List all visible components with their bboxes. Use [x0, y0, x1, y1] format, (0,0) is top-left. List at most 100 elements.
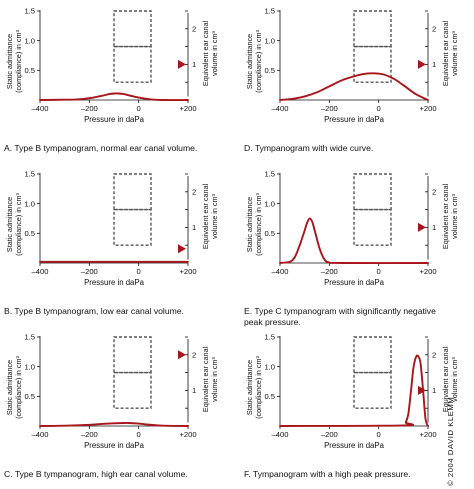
normal-region-lower-box — [353, 208, 392, 246]
x-tick-label: –200 — [321, 267, 338, 276]
y2-axis-label: Equivalent ear canalvolume in cm³ — [201, 347, 219, 413]
normal-region-lower-box — [353, 45, 392, 83]
ear-canal-volume-marker — [418, 59, 426, 69]
normal-region-lower-box — [113, 371, 152, 409]
panel-caption: E. Type C tympanogram with significantly… — [244, 306, 436, 327]
ear-canal-volume-marker — [178, 350, 186, 360]
tympanogram-panel: 0.5 1.0 1.5 –400 –200 0 +200 Pressure in daPa St… — [5, 7, 219, 124]
y-tick-label: 1.0 — [264, 362, 275, 371]
y-tick-label: 1.0 — [264, 36, 275, 45]
y2-tick-label: 2 — [192, 24, 196, 33]
ear-canal-volume-marker — [178, 59, 186, 69]
x-tick-label: –200 — [81, 104, 98, 113]
y2-tick-label: 2 — [192, 187, 196, 196]
tympanogram-panel: 0.5 1.0 1.5 –400 –200 0 +200 Pressure in daPa St… — [245, 7, 459, 124]
y-tick-label: 0.5 — [24, 392, 35, 401]
x-tick-label: +200 — [179, 430, 196, 439]
panel-caption: C. Type B tympanogram, high ear canal vo… — [4, 469, 188, 479]
y2-axis-label: Equivalent ear canalvolume in cm³ — [201, 184, 219, 250]
tympanogram-curve — [279, 354, 429, 427]
x-axis-label: Pressure in daPa — [324, 115, 384, 124]
y-axis-label: Static admittance(compliance) in cm³ — [5, 193, 23, 256]
normal-region-upper-box — [113, 173, 152, 211]
x-tick-label: +200 — [179, 104, 196, 113]
y-tick-label: 0.5 — [264, 392, 275, 401]
x-tick-label: –400 — [272, 104, 289, 113]
y-tick-label: 0.5 — [24, 66, 35, 75]
y-tick-label: 1.5 — [24, 170, 35, 179]
y2-tick-label: 2 — [432, 24, 436, 33]
normal-region-upper-box — [113, 336, 152, 374]
normal-region-upper-box — [353, 336, 392, 374]
tympanogram-panel: 0.5 1.0 1.5 –400 –200 0 +200 Pressure in daPa St… — [245, 333, 459, 450]
normal-region-upper-box — [113, 10, 152, 48]
x-tick-label: +200 — [179, 267, 196, 276]
x-tick-label: 0 — [377, 104, 381, 113]
y-axis-label: Static admittance(compliance) in cm³ — [245, 193, 263, 256]
x-tick-label: +200 — [419, 430, 436, 439]
x-tick-label: –400 — [272, 267, 289, 276]
y-tick-label: 1.0 — [24, 36, 35, 45]
y2-axis-label: Equivalent ear canalvolume in cm³ — [441, 184, 459, 250]
tympanogram-panel: 0.5 1.0 1.5 –400 –200 0 +200 Pressure in daPa St… — [245, 170, 459, 287]
y2-axis-label: Equivalent ear canalvolume in cm³ — [441, 21, 459, 87]
x-axis-label: Pressure in daPa — [324, 441, 384, 450]
y-tick-label: 1.5 — [264, 170, 275, 179]
x-tick-label: –400 — [272, 430, 289, 439]
normal-region-lower-box — [113, 45, 152, 83]
x-axis-label: Pressure in daPa — [84, 441, 144, 450]
y2-tick-label: 1 — [192, 386, 196, 395]
y2-axis-label: Equivalent ear canalvolume in cm³ — [441, 347, 459, 413]
x-tick-label: –200 — [321, 104, 338, 113]
y2-tick-label: 1 — [192, 60, 196, 69]
normal-region-lower-box — [113, 208, 152, 246]
normal-region-lower-box — [353, 371, 392, 409]
x-tick-label: –400 — [32, 430, 49, 439]
ear-canal-volume-marker — [418, 385, 426, 395]
y-tick-label: 1.5 — [264, 333, 275, 342]
panel-caption: F. Tympanogram with a high peak pressure… — [244, 469, 411, 479]
x-tick-label: 0 — [377, 267, 381, 276]
y2-tick-label: 2 — [432, 187, 436, 196]
x-axis-label: Pressure in daPa — [324, 278, 384, 287]
y-tick-label: 0.5 — [24, 229, 35, 238]
y2-tick-label: 1 — [192, 223, 196, 232]
normal-region-upper-box — [353, 173, 392, 211]
x-tick-label: –200 — [321, 430, 338, 439]
tympanogram-panel: 0.5 1.0 1.5 –400 –200 0 +200 Pressure in daPa St… — [5, 170, 219, 287]
y-tick-label: 1.0 — [24, 199, 35, 208]
y-tick-label: 0.5 — [264, 229, 275, 238]
copyright-notice: © 2004 DAVID KLEMM — [446, 396, 455, 486]
y2-tick-label: 1 — [432, 60, 436, 69]
ear-canal-volume-marker — [178, 244, 186, 254]
y-tick-label: 1.0 — [24, 362, 35, 371]
y-tick-label: 1.0 — [264, 199, 275, 208]
y-axis-label: Static admittance(compliance) in cm³ — [245, 356, 263, 419]
panel-caption: B. Type B tympanogram, low ear canal vol… — [4, 306, 184, 316]
normal-region-upper-box — [353, 10, 392, 48]
x-tick-label: 0 — [137, 104, 141, 113]
y2-tick-label: 2 — [192, 350, 196, 359]
x-tick-label: +200 — [419, 267, 436, 276]
x-tick-label: –400 — [32, 104, 49, 113]
x-tick-label: 0 — [377, 430, 381, 439]
x-tick-label: –200 — [81, 267, 98, 276]
x-tick-label: 0 — [137, 430, 141, 439]
y2-tick-label: 2 — [432, 350, 436, 359]
y-axis-label: Static admittance(compliance) in cm³ — [5, 356, 23, 419]
tympanogram-panel: 0.5 1.0 1.5 –400 –200 0 +200 Pressure in daPa St… — [5, 333, 219, 450]
y2-tick-label: 1 — [432, 386, 436, 395]
y-tick-label: 1.5 — [264, 7, 275, 16]
tympanogram-curve — [279, 72, 429, 101]
panel-caption: A. Type B tympanogram, normal ear canal … — [4, 143, 198, 153]
tympanogram-curve — [279, 217, 429, 264]
y-tick-label: 0.5 — [264, 66, 275, 75]
x-tick-label: 0 — [137, 267, 141, 276]
tympanogram-curve — [39, 422, 189, 427]
x-tick-label: –200 — [81, 430, 98, 439]
x-axis-label: Pressure in daPa — [84, 278, 144, 287]
x-tick-label: +200 — [419, 104, 436, 113]
tympanogram-curve — [39, 92, 189, 101]
y-axis-label: Static admittance(compliance) in cm³ — [245, 30, 263, 93]
